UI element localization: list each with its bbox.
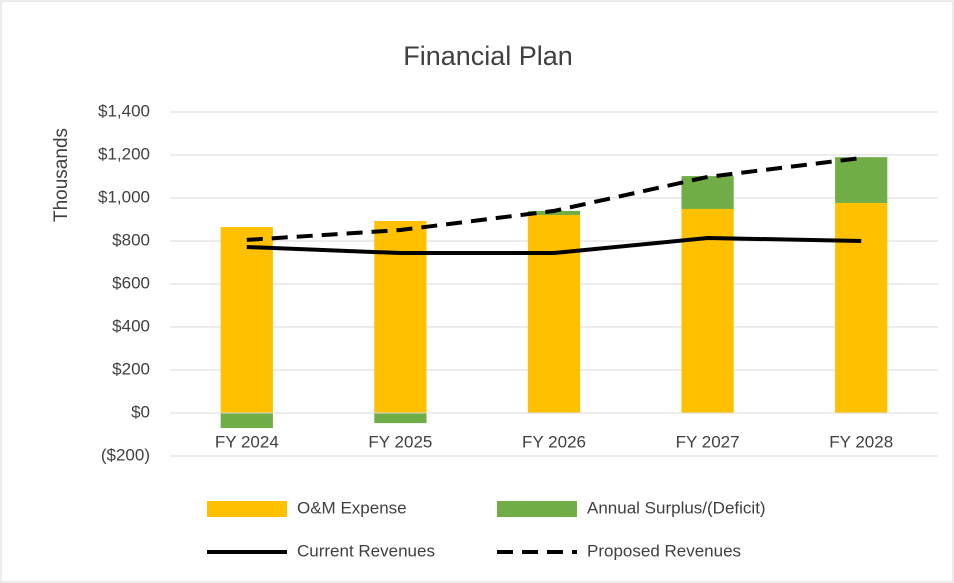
bar [681, 176, 734, 209]
y-axis-title: Thousands [51, 128, 72, 222]
y-tick-label: $1,200 [98, 144, 150, 163]
bar [835, 202, 888, 413]
x-tick-label: FY 2025 [368, 432, 432, 451]
legend-swatch [207, 501, 287, 517]
y-tick-label: $600 [112, 273, 150, 292]
legend-swatch [497, 501, 577, 517]
bar [527, 210, 581, 215]
bar [374, 413, 427, 424]
legend-label: Annual Surplus/(Deficit) [587, 498, 766, 517]
legend-label: Proposed Revenues [587, 541, 741, 560]
line-series [246, 156, 862, 242]
line-series [246, 235, 862, 256]
y-tick-label: ($200) [101, 445, 150, 464]
y-tick-label: $0 [131, 402, 150, 421]
bar [835, 157, 888, 203]
bar [220, 413, 273, 429]
bar [527, 214, 581, 413]
chart-title: Financial Plan [403, 41, 573, 71]
x-tick-label: FY 2024 [215, 432, 279, 451]
y-tick-label: $1,400 [98, 101, 150, 120]
y-tick-label: $800 [112, 230, 150, 249]
y-tick-label: $400 [112, 316, 150, 335]
legend-label: Current Revenues [297, 541, 435, 560]
bar [220, 227, 273, 413]
legend-label: O&M Expense [297, 498, 407, 517]
x-tick-label: FY 2028 [829, 432, 893, 451]
bar [681, 208, 734, 413]
x-tick-label: FY 2027 [676, 432, 740, 451]
bar [374, 221, 427, 413]
y-tick-label: $1,000 [98, 187, 150, 206]
y-tick-label: $200 [112, 359, 150, 378]
x-tick-label: FY 2026 [522, 432, 586, 451]
